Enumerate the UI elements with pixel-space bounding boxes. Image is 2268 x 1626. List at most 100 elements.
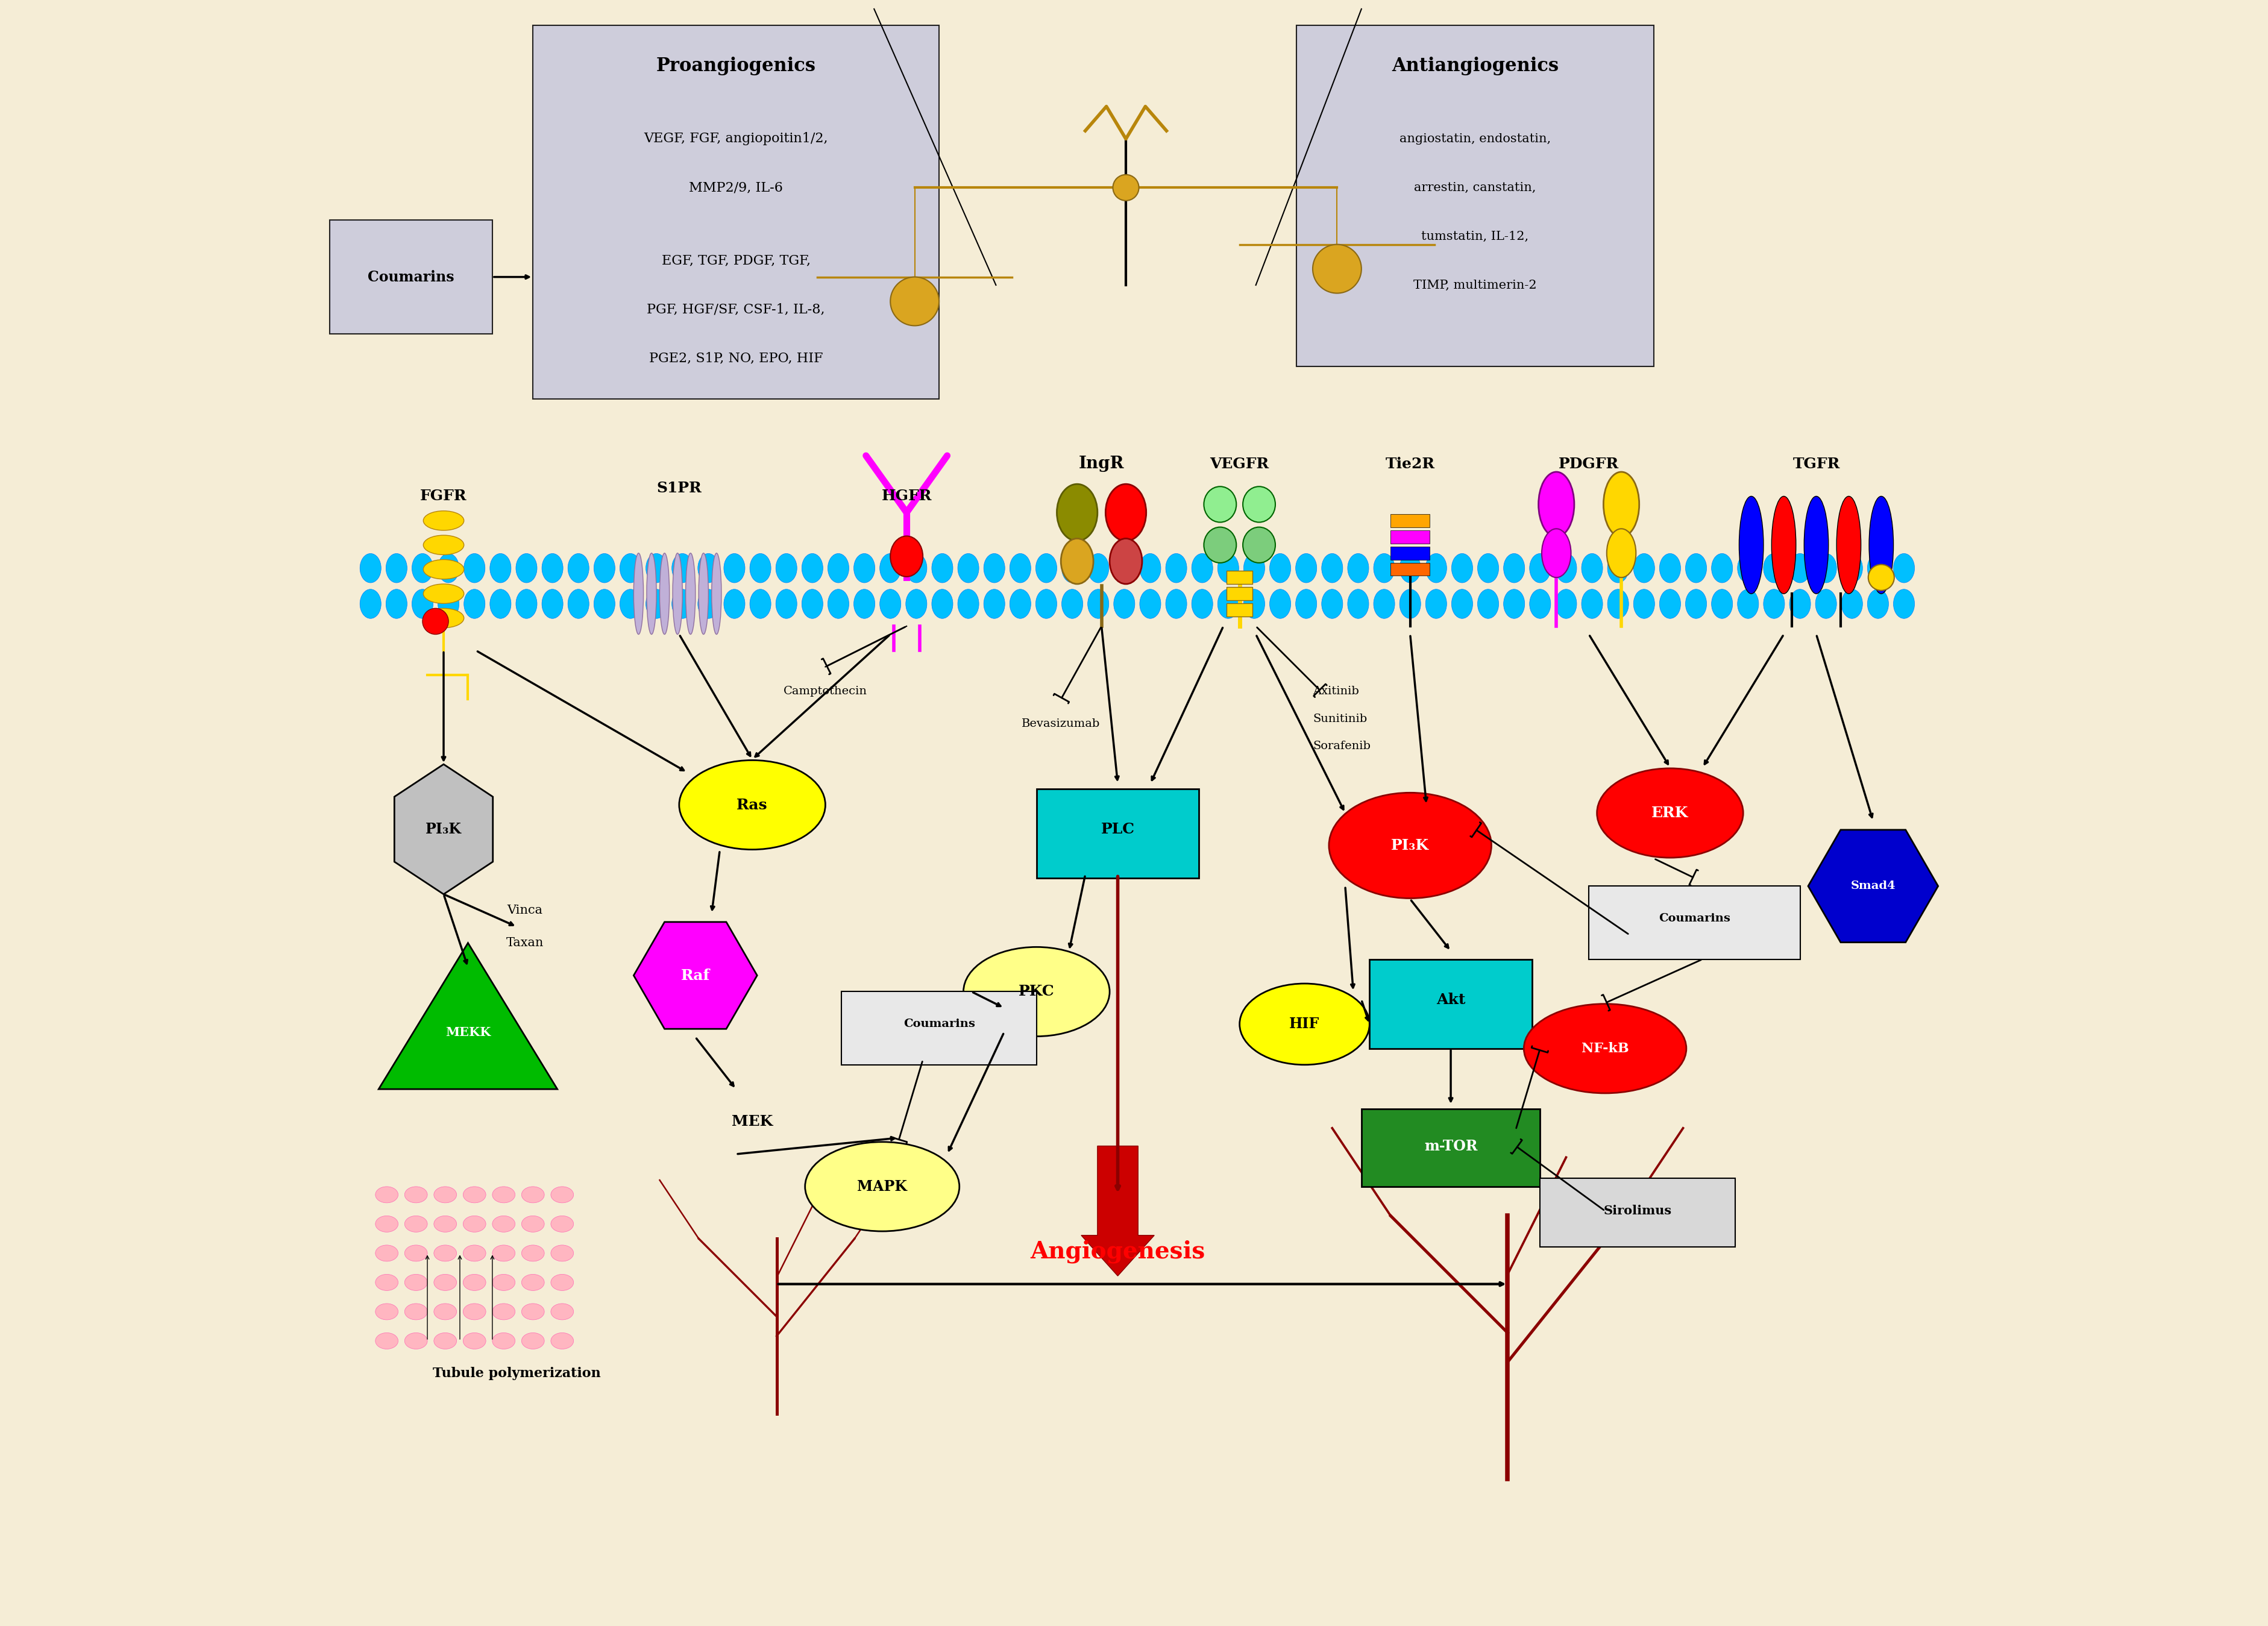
Ellipse shape	[1789, 553, 1810, 582]
Bar	[1227, 587, 1252, 600]
Ellipse shape	[803, 589, 823, 618]
Ellipse shape	[1347, 589, 1368, 618]
Text: Coumarins: Coumarins	[903, 1020, 975, 1029]
Ellipse shape	[542, 589, 562, 618]
Ellipse shape	[1452, 589, 1472, 618]
FancyBboxPatch shape	[329, 220, 492, 333]
Ellipse shape	[376, 1187, 399, 1203]
Ellipse shape	[551, 1304, 574, 1320]
Ellipse shape	[674, 553, 683, 634]
Ellipse shape	[413, 553, 433, 582]
FancyBboxPatch shape	[1590, 886, 1801, 959]
Ellipse shape	[551, 1187, 574, 1203]
Text: IngR: IngR	[1080, 455, 1125, 472]
Text: PGF, HGF/SF, CSF-1, IL-8,: PGF, HGF/SF, CSF-1, IL-8,	[646, 302, 826, 315]
Ellipse shape	[433, 1246, 456, 1262]
Ellipse shape	[1295, 553, 1318, 582]
FancyBboxPatch shape	[1297, 24, 1653, 366]
Ellipse shape	[699, 589, 719, 618]
Ellipse shape	[1529, 553, 1551, 582]
Bar	[1227, 603, 1252, 616]
Ellipse shape	[465, 589, 485, 618]
Ellipse shape	[1597, 769, 1744, 857]
Ellipse shape	[424, 584, 465, 603]
Ellipse shape	[685, 553, 696, 634]
Ellipse shape	[1712, 553, 1733, 582]
Ellipse shape	[1295, 589, 1318, 618]
Ellipse shape	[853, 589, 875, 618]
Ellipse shape	[1737, 553, 1758, 582]
Ellipse shape	[1606, 528, 1635, 577]
Text: Proangiogenics: Proangiogenics	[655, 57, 816, 75]
Ellipse shape	[1814, 553, 1837, 582]
Ellipse shape	[751, 553, 771, 582]
Text: FGFR: FGFR	[420, 489, 467, 504]
Ellipse shape	[1243, 589, 1266, 618]
Ellipse shape	[828, 589, 848, 618]
Text: HIF: HIF	[1290, 1016, 1320, 1031]
Ellipse shape	[1329, 793, 1492, 898]
Ellipse shape	[1765, 589, 1785, 618]
Text: S1PR: S1PR	[658, 481, 701, 496]
Ellipse shape	[619, 553, 642, 582]
Ellipse shape	[424, 608, 465, 628]
Ellipse shape	[376, 1304, 399, 1320]
Polygon shape	[379, 943, 558, 1089]
Ellipse shape	[1660, 589, 1681, 618]
Ellipse shape	[1141, 553, 1161, 582]
Ellipse shape	[522, 1187, 544, 1203]
Ellipse shape	[492, 1216, 515, 1233]
Ellipse shape	[1685, 589, 1706, 618]
Ellipse shape	[1603, 472, 1640, 537]
Ellipse shape	[567, 553, 590, 582]
Text: PKC: PKC	[1018, 984, 1055, 998]
Bar	[1390, 514, 1429, 527]
Ellipse shape	[1476, 553, 1499, 582]
Ellipse shape	[522, 1304, 544, 1320]
Ellipse shape	[1166, 589, 1186, 618]
Ellipse shape	[984, 553, 1005, 582]
Ellipse shape	[853, 553, 875, 582]
Ellipse shape	[1241, 984, 1370, 1065]
Ellipse shape	[1504, 589, 1524, 618]
Ellipse shape	[1105, 485, 1145, 541]
Polygon shape	[1808, 829, 1939, 943]
Ellipse shape	[1114, 589, 1134, 618]
Ellipse shape	[646, 553, 667, 582]
Ellipse shape	[984, 589, 1005, 618]
Text: Ras: Ras	[737, 798, 769, 811]
Ellipse shape	[1789, 589, 1810, 618]
Ellipse shape	[1109, 538, 1143, 584]
Ellipse shape	[1009, 589, 1032, 618]
Ellipse shape	[1837, 496, 1862, 593]
Ellipse shape	[1894, 589, 1914, 618]
Text: Vinca: Vinca	[508, 904, 542, 915]
Bar	[1227, 571, 1252, 584]
Ellipse shape	[1061, 538, 1093, 584]
Ellipse shape	[880, 553, 900, 582]
Text: MAPK: MAPK	[857, 1179, 907, 1193]
Ellipse shape	[433, 1187, 456, 1203]
Ellipse shape	[1633, 553, 1656, 582]
Ellipse shape	[386, 553, 406, 582]
Ellipse shape	[1556, 553, 1576, 582]
FancyBboxPatch shape	[1361, 1109, 1540, 1187]
Ellipse shape	[463, 1333, 485, 1350]
Text: Bevasizumab: Bevasizumab	[1021, 719, 1100, 728]
Ellipse shape	[1867, 589, 1889, 618]
Ellipse shape	[463, 1275, 485, 1291]
Ellipse shape	[1842, 589, 1862, 618]
FancyBboxPatch shape	[841, 992, 1036, 1065]
Ellipse shape	[828, 553, 848, 582]
Ellipse shape	[463, 1304, 485, 1320]
Text: tumstatin, IL-12,: tumstatin, IL-12,	[1422, 231, 1529, 242]
Ellipse shape	[1452, 553, 1472, 582]
Ellipse shape	[1542, 528, 1572, 577]
Text: Sunitinib: Sunitinib	[1313, 714, 1368, 724]
Text: Angiogenesis: Angiogenesis	[1030, 1241, 1204, 1263]
Text: Coumarins: Coumarins	[1658, 914, 1730, 924]
Text: MEK: MEK	[733, 1114, 773, 1128]
Ellipse shape	[1009, 553, 1032, 582]
Text: NF-kB: NF-kB	[1581, 1042, 1628, 1055]
Ellipse shape	[646, 589, 667, 618]
